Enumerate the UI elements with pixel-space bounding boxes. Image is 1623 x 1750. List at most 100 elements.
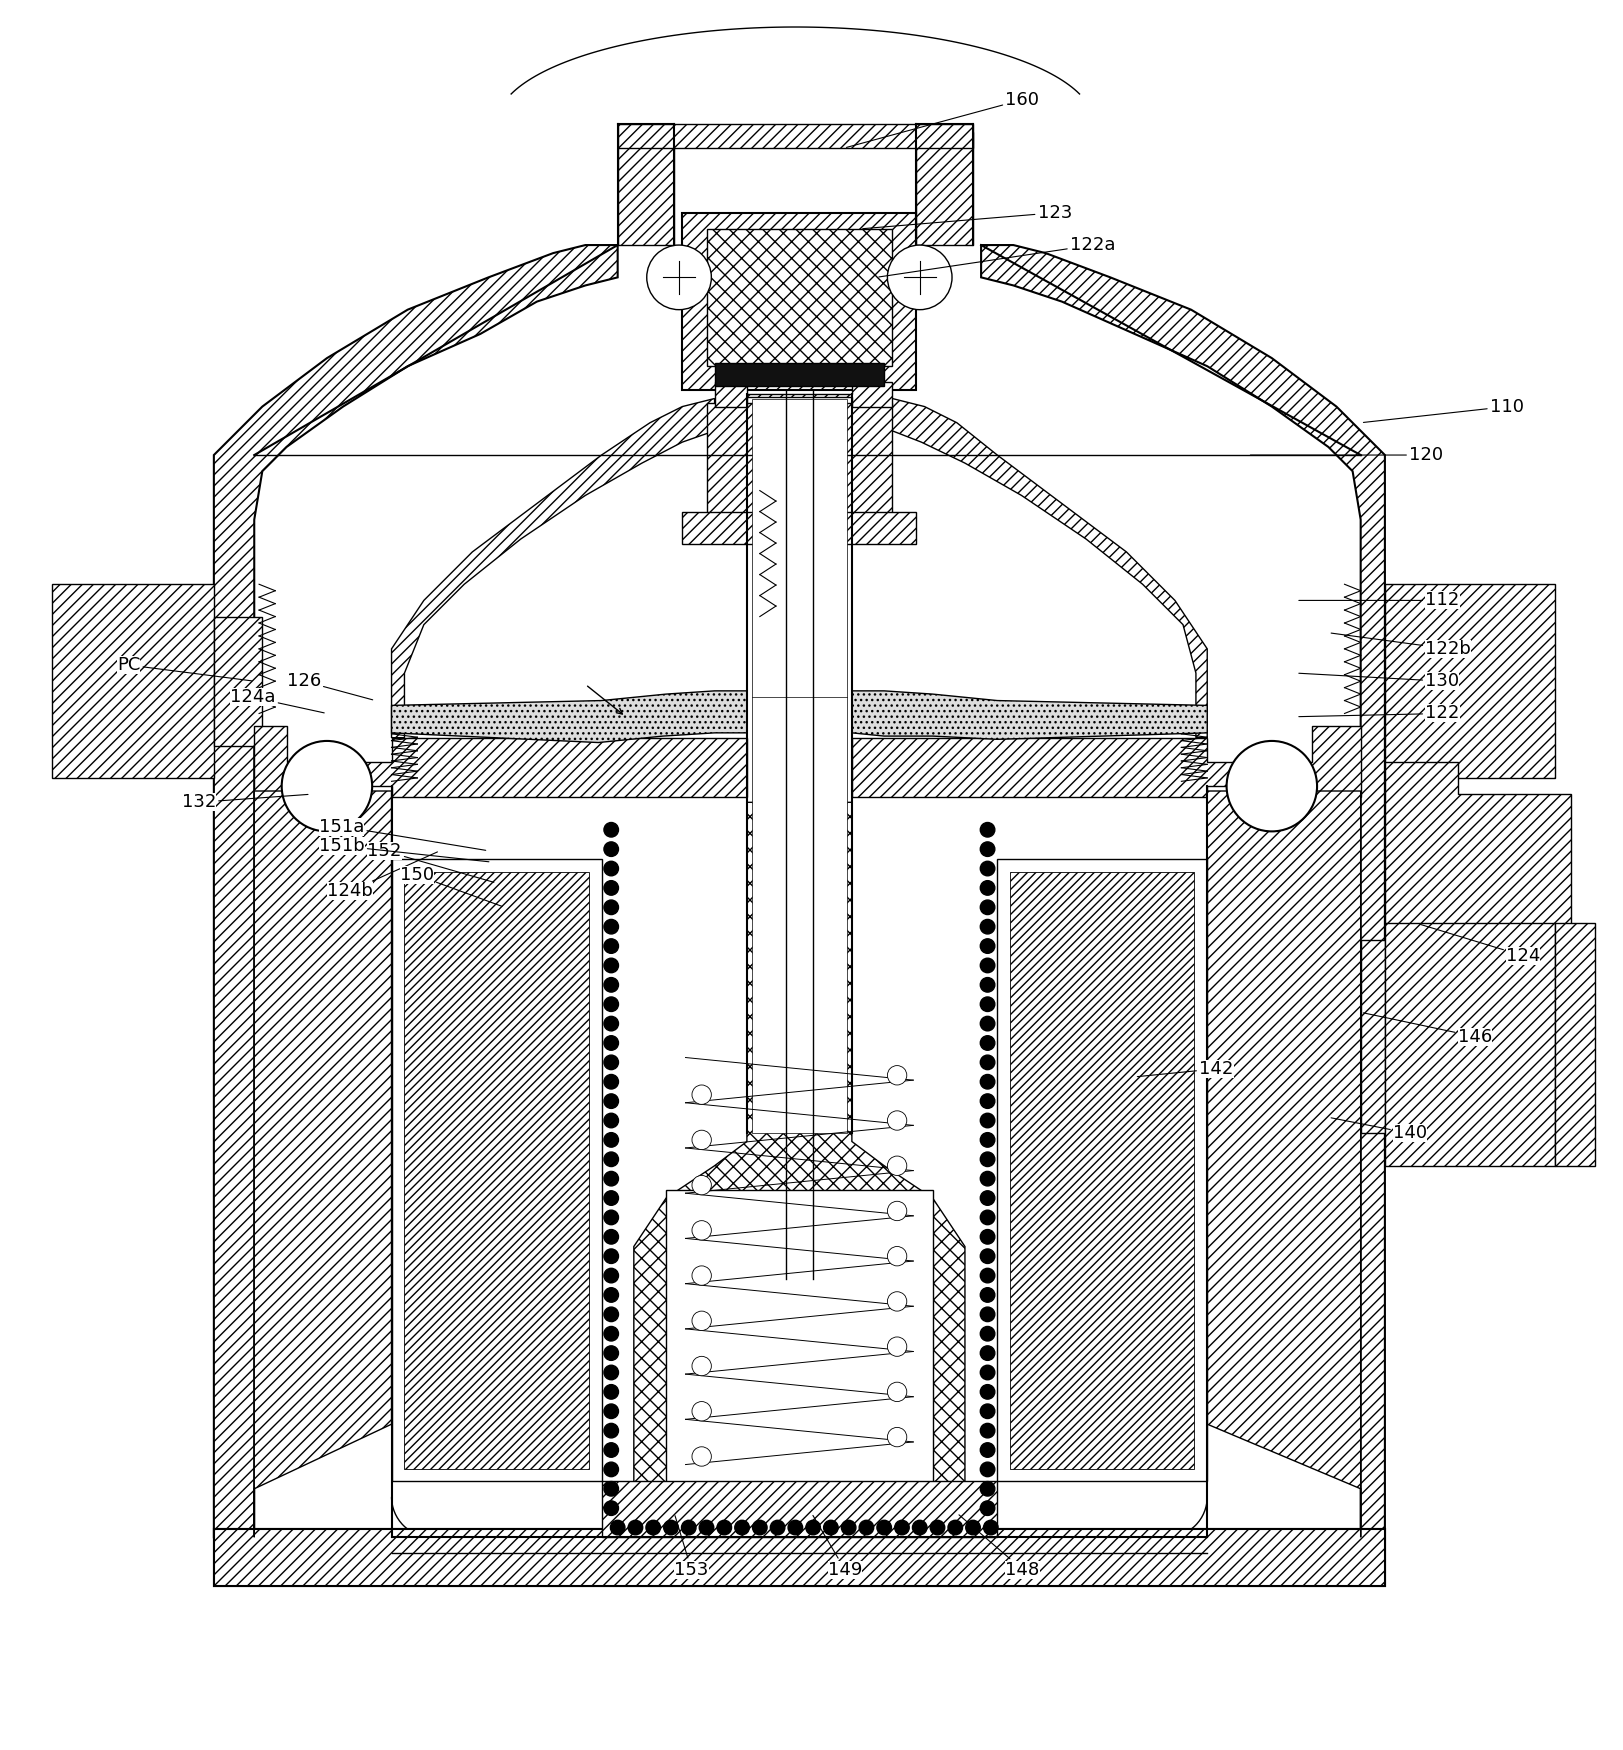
Circle shape: [735, 1521, 750, 1535]
Circle shape: [980, 978, 995, 992]
Text: 122: 122: [1298, 705, 1459, 723]
Circle shape: [980, 842, 995, 856]
Circle shape: [604, 1094, 618, 1108]
Circle shape: [876, 1521, 891, 1535]
Text: 124: 124: [1420, 924, 1540, 964]
Circle shape: [691, 1311, 711, 1330]
Polygon shape: [1360, 940, 1384, 1134]
Circle shape: [628, 1521, 643, 1535]
Polygon shape: [1384, 924, 1555, 1166]
Text: 132: 132: [182, 793, 308, 812]
Circle shape: [980, 1269, 995, 1283]
Circle shape: [604, 1211, 618, 1225]
Bar: [751, 399, 847, 1134]
Circle shape: [966, 1521, 980, 1535]
Circle shape: [771, 1521, 786, 1535]
Circle shape: [604, 1036, 618, 1050]
Circle shape: [604, 1463, 618, 1477]
Text: 110: 110: [1363, 397, 1524, 422]
Circle shape: [894, 1521, 909, 1535]
Text: 150: 150: [399, 866, 502, 906]
Circle shape: [604, 880, 618, 896]
Circle shape: [604, 1055, 618, 1069]
Circle shape: [604, 1404, 618, 1419]
Polygon shape: [1384, 761, 1571, 971]
Text: 130: 130: [1298, 672, 1459, 690]
Circle shape: [753, 1521, 768, 1535]
Circle shape: [610, 1521, 625, 1535]
Polygon shape: [1384, 584, 1555, 779]
Circle shape: [980, 1423, 995, 1438]
Circle shape: [604, 842, 618, 856]
Circle shape: [980, 822, 995, 836]
Polygon shape: [214, 1530, 1384, 1586]
Text: 146: 146: [1363, 1013, 1492, 1045]
Bar: [665, 1190, 933, 1514]
Circle shape: [823, 1521, 837, 1535]
Text: 149: 149: [813, 1516, 862, 1578]
Polygon shape: [917, 131, 974, 245]
Circle shape: [691, 1447, 711, 1466]
Circle shape: [604, 1423, 618, 1438]
Circle shape: [888, 245, 953, 310]
Circle shape: [604, 1502, 618, 1516]
Circle shape: [980, 919, 995, 934]
Circle shape: [604, 997, 618, 1011]
Circle shape: [604, 1113, 618, 1127]
Circle shape: [604, 919, 618, 934]
Circle shape: [604, 1171, 618, 1186]
Circle shape: [888, 1382, 907, 1402]
Text: 122a: 122a: [880, 236, 1115, 276]
Circle shape: [807, 1521, 820, 1535]
Text: 148: 148: [959, 1516, 1040, 1578]
Circle shape: [604, 822, 618, 836]
Text: 142: 142: [1138, 1060, 1233, 1078]
Bar: [706, 229, 893, 366]
Circle shape: [980, 1384, 995, 1400]
Polygon shape: [404, 872, 589, 1470]
Polygon shape: [255, 726, 747, 798]
Circle shape: [980, 1442, 995, 1458]
Circle shape: [664, 1521, 678, 1535]
Text: 112: 112: [1298, 592, 1459, 609]
Text: 122b: 122b: [1331, 634, 1470, 658]
Circle shape: [980, 1113, 995, 1127]
Circle shape: [691, 1176, 711, 1195]
Circle shape: [604, 959, 618, 973]
Bar: [714, 362, 885, 385]
Polygon shape: [391, 399, 714, 738]
Circle shape: [980, 1230, 995, 1244]
Circle shape: [948, 1521, 962, 1535]
Circle shape: [691, 1130, 711, 1150]
Bar: [214, 1530, 1384, 1586]
Circle shape: [604, 1074, 618, 1088]
Polygon shape: [1208, 791, 1360, 1536]
Text: 151a: 151a: [318, 817, 485, 850]
Circle shape: [841, 1521, 855, 1535]
Polygon shape: [682, 214, 917, 390]
Circle shape: [604, 1365, 618, 1379]
Circle shape: [604, 938, 618, 954]
Circle shape: [980, 900, 995, 915]
Circle shape: [888, 1157, 907, 1176]
Circle shape: [984, 1521, 998, 1535]
Polygon shape: [602, 1480, 997, 1536]
Circle shape: [717, 1521, 732, 1535]
Circle shape: [604, 1269, 618, 1283]
Circle shape: [980, 1502, 995, 1516]
Polygon shape: [214, 616, 263, 746]
Circle shape: [682, 1521, 696, 1535]
Circle shape: [888, 1428, 907, 1447]
Circle shape: [980, 1017, 995, 1031]
Circle shape: [604, 1250, 618, 1264]
Polygon shape: [852, 726, 1360, 798]
Circle shape: [604, 1482, 618, 1496]
Circle shape: [604, 900, 618, 915]
Circle shape: [691, 1222, 711, 1241]
Circle shape: [604, 1346, 618, 1360]
Circle shape: [691, 1402, 711, 1421]
Text: 120: 120: [1250, 446, 1443, 464]
Circle shape: [912, 1521, 927, 1535]
Text: 123: 123: [863, 203, 1073, 229]
Circle shape: [859, 1521, 873, 1535]
